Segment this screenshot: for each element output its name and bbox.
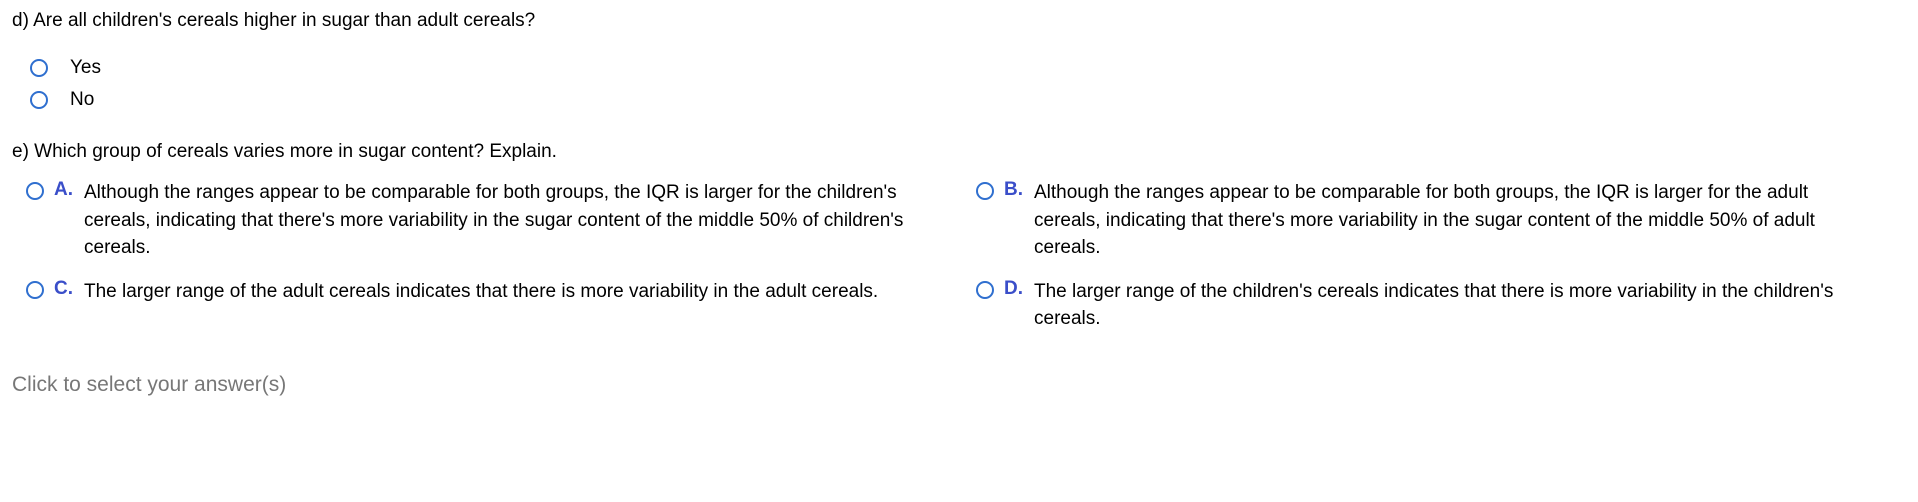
option-b-letter: B. — [1004, 179, 1026, 201]
option-d-text: The larger range of the children's cerea… — [1034, 278, 1864, 333]
question-e-prompt: e) Which group of cereals varies more in… — [12, 139, 1906, 166]
question-d-options: Yes No — [30, 57, 1906, 111]
question-e-options: A. Although the ranges appear to be comp… — [26, 179, 1906, 333]
radio-d[interactable] — [976, 281, 994, 299]
radio-c[interactable] — [26, 281, 44, 299]
option-d-letter: D. — [1004, 278, 1026, 300]
option-b-row: B. Although the ranges appear to be comp… — [976, 179, 1906, 262]
option-b-text: Although the ranges appear to be compara… — [1034, 179, 1864, 262]
option-yes-row: Yes — [30, 57, 1906, 79]
option-c-row: C. The larger range of the adult cereals… — [26, 278, 956, 333]
option-no-label: No — [70, 89, 94, 111]
option-a-letter: A. — [54, 179, 76, 201]
radio-yes[interactable] — [30, 59, 48, 77]
radio-no[interactable] — [30, 91, 48, 109]
option-a-text: Although the ranges appear to be compara… — [84, 179, 914, 262]
option-d-row: D. The larger range of the children's ce… — [976, 278, 1906, 333]
option-c-text: The larger range of the adult cereals in… — [84, 278, 878, 306]
question-d-prompt: d) Are all children's cereals higher in … — [12, 8, 1906, 35]
option-no-row: No — [30, 89, 1906, 111]
radio-a[interactable] — [26, 182, 44, 200]
radio-b[interactable] — [976, 182, 994, 200]
option-a-row: A. Although the ranges appear to be comp… — [26, 179, 956, 262]
footer-instruction: Click to select your answer(s) — [12, 373, 1906, 397]
option-c-letter: C. — [54, 278, 76, 300]
option-yes-label: Yes — [70, 57, 101, 79]
